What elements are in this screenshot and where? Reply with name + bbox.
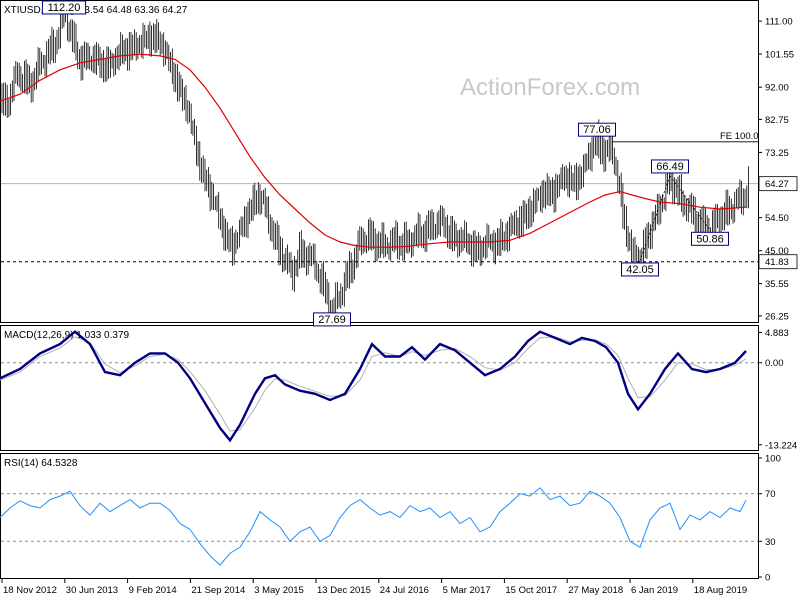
x-tick-label: 15 Oct 2017 — [505, 585, 557, 596]
annotation-label: 50.86 — [696, 233, 724, 245]
price-bars — [1, 6, 749, 324]
x-tick-label: 21 Sep 2014 — [191, 585, 245, 596]
macd-y-axis: 4.883 0.00 -13.224 — [758, 328, 797, 451]
ma-line — [0, 53, 747, 248]
rsi-panel-title: RSI(14) 64.5328 — [4, 458, 78, 469]
annotation-box — [651, 159, 689, 174]
x-tick-label: 5 Mar 2017 — [443, 585, 491, 596]
price-annotations: 112.20 77.06 66.49 50.86 42.05 27.69 — [41, 0, 729, 327]
annotation-label: 77.06 — [583, 124, 611, 136]
price-reference-lines: 64.27 41.83 FE 100.0 — [1, 131, 798, 270]
moving-average — [0, 53, 747, 248]
macd-y-tick-label: 0.00 — [765, 358, 784, 369]
rsi-y-tick-label: 100 — [765, 454, 781, 465]
current-price-label: 64.27 — [765, 179, 789, 190]
price-y-tick-label: 35.55 — [765, 279, 789, 290]
x-tick-label: 3 May 2015 — [254, 585, 304, 596]
macd-y-tick-label: -13.224 — [765, 440, 797, 451]
x-tick-label: 13 Dec 2015 — [317, 585, 371, 596]
annotation-label: 66.49 — [656, 161, 684, 173]
rsi-panel — [0, 453, 759, 579]
macd-lines — [0, 330, 758, 443]
support-label: 41.83 — [765, 257, 789, 268]
x-tick-label: 6 Jan 2019 — [631, 585, 678, 596]
annotation-box — [691, 231, 729, 246]
price-y-tick-label: 73.25 — [765, 148, 789, 159]
x-tick-label: 24 Jul 2016 — [380, 585, 429, 596]
trend-connector — [669, 175, 711, 231]
price-y-tick-label: 92.00 — [765, 83, 789, 94]
price-y-axis: 111.00 101.55 92.00 82.75 73.25 54.50 45.00 35.… — [758, 17, 794, 322]
rsi-y-tick-label: 0 — [765, 573, 770, 584]
price-y-tick-label: 45.00 — [765, 246, 789, 257]
support-tag — [758, 254, 798, 270]
price-y-tick-label: 26.25 — [765, 311, 789, 322]
macd-signal-line — [0, 336, 747, 432]
rsi-y-axis: 100 70 30 0 — [758, 454, 781, 584]
macd-panel — [0, 325, 759, 451]
fe-label: FE 100.0 — [720, 131, 759, 142]
price-y-tick-label: 101.55 — [765, 50, 794, 61]
macd-line — [0, 330, 747, 443]
date-axis: 18 Nov 2012 30 Jun 2013 9 Feb 2014 21 Sep 2… — [1, 579, 747, 596]
price-y-tick-label: 54.50 — [765, 213, 789, 224]
x-tick-label: 18 Nov 2012 — [3, 585, 57, 596]
price-y-tick-label: 111.00 — [765, 17, 793, 28]
annotation-label: 42.05 — [626, 264, 654, 276]
price-y-tick-label: 82.75 — [765, 115, 789, 126]
x-tick-label: 18 Aug 2019 — [694, 585, 747, 596]
annotation-label: 112.20 — [48, 2, 81, 14]
rsi-lines — [0, 487, 758, 566]
macd-y-tick-label: 4.883 — [765, 328, 789, 339]
price-panel-title: XTIUSD,Weekly 63.54 64.48 63.36 64.27 — [4, 5, 188, 16]
annotation-box — [41, 0, 87, 15]
annotation-box — [621, 262, 659, 277]
trend-connector — [639, 175, 671, 262]
macd-panel-title: MACD(12,26,9) 1.033 0.379 — [4, 330, 130, 341]
annotation-label: 27.69 — [318, 314, 346, 326]
current-price-tag — [758, 176, 798, 192]
annotation-box — [578, 122, 616, 137]
rsi-y-tick-label: 30 — [765, 537, 776, 548]
x-tick-label: 30 Jun 2013 — [66, 585, 118, 596]
watermark: ActionForex.com — [460, 74, 640, 101]
x-tick-label: 9 Feb 2014 — [129, 585, 177, 596]
x-tick-label: 27 May 2018 — [568, 585, 623, 596]
annotation-box — [313, 312, 351, 327]
rsi-line — [0, 487, 747, 566]
rsi-y-tick-label: 70 — [765, 489, 776, 500]
